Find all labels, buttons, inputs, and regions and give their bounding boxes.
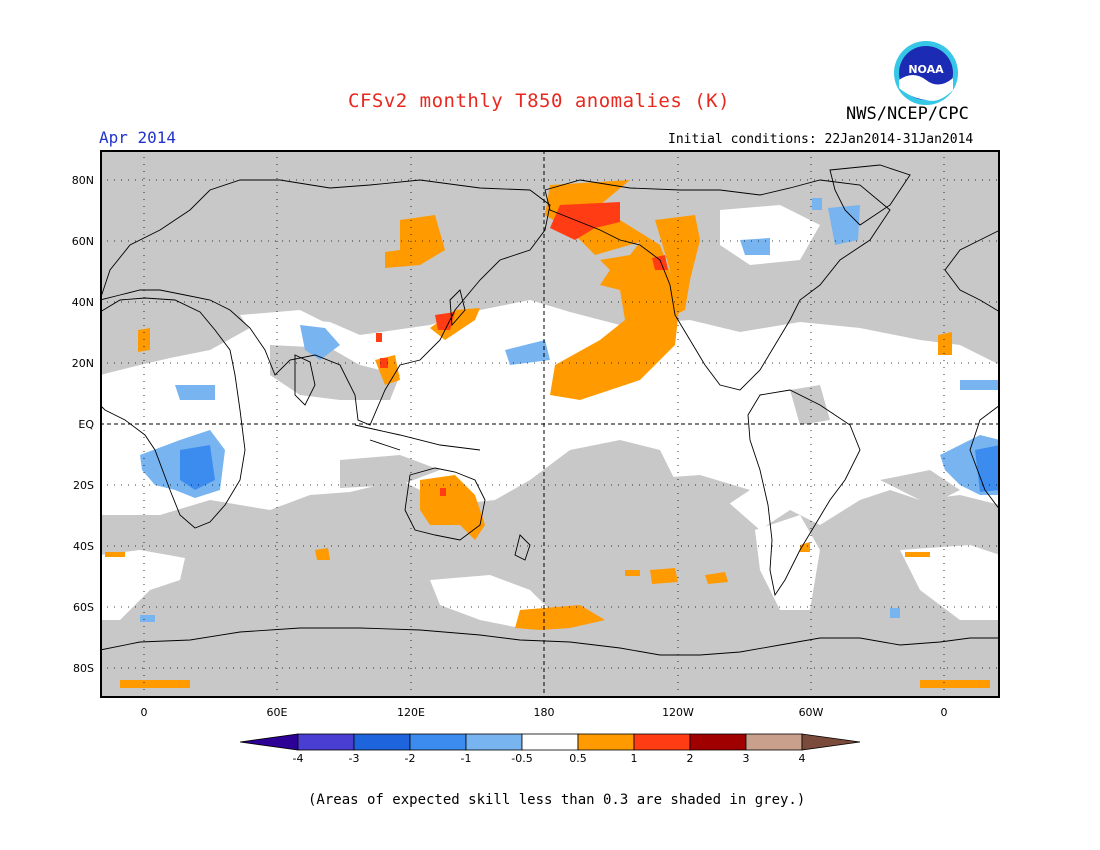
anomaly-bering-red <box>550 202 620 240</box>
coastline-south-america <box>747 389 861 597</box>
colorbar-label-neg2: -2 <box>404 752 416 765</box>
colorbar-segment-4 <box>465 733 523 751</box>
colorbar-segment-8 <box>689 733 747 751</box>
colorbar-segment-5 <box>521 733 579 751</box>
colorbar-segment-7 <box>633 733 691 751</box>
colorbar-label-neg05: -0.5 <box>511 752 533 765</box>
xtick-180: 180 <box>533 706 555 719</box>
xtick-60e: 60E <box>266 706 288 719</box>
ytick-60s: 60S <box>73 601 94 614</box>
xtick-0-right: 0 <box>940 706 948 719</box>
colorbar-segment-2 <box>353 733 411 751</box>
colorbar-segment-6 <box>577 733 635 751</box>
coastline-africa <box>100 297 246 529</box>
xtick-0-left: 0 <box>140 706 148 719</box>
colorbar-label-pos3: 3 <box>742 752 750 765</box>
ytick-20n: 20N <box>71 357 94 370</box>
colorbar-label-pos1: 1 <box>630 752 638 765</box>
xtick-120w: 120W <box>662 706 694 719</box>
colorbar-segment-10 <box>801 733 861 751</box>
ytick-60n: 60N <box>71 235 94 248</box>
coastline-north-america <box>544 179 891 391</box>
colorbar-label-pos4: 4 <box>798 752 806 765</box>
colorbar-label-neg4: -4 <box>292 752 304 765</box>
colorbar-label-neg1: -1 <box>460 752 472 765</box>
colorbar-label-pos05: 0.5 <box>569 752 587 765</box>
colorbar-segment-9 <box>745 733 803 751</box>
anomaly-map <box>100 150 1000 698</box>
ytick-80n: 80N <box>71 174 94 187</box>
ytick-40n: 40N <box>71 296 94 309</box>
ytick-80s: 80S <box>73 662 94 675</box>
xtick-60w: 60W <box>798 706 824 719</box>
colorbar-segment-1 <box>297 733 355 751</box>
skill-footnote: (Areas of expected skill less than 0.3 a… <box>308 792 806 808</box>
xtick-120e: 120E <box>397 706 425 719</box>
ytick-40s: 40S <box>73 540 94 553</box>
colorbar-label-pos2: 2 <box>686 752 694 765</box>
coastline-antarctica <box>100 627 1000 656</box>
colorbar <box>240 733 861 751</box>
coastline-australia <box>404 467 486 541</box>
ytick-eq: EQ <box>78 418 94 431</box>
valid-month-label: Apr 2014 <box>99 128 177 147</box>
colorbar-segment-3 <box>409 733 467 751</box>
ytick-20s: 20S <box>73 479 94 492</box>
noaa-logo-icon: NOAA <box>894 41 958 105</box>
initial-conditions-label: Initial conditions: 22Jan2014-31Jan2014 <box>668 132 974 147</box>
agency-label: NWS/NCEP/CPC <box>846 104 969 124</box>
noaa-logo-text: NOAA <box>908 63 944 76</box>
chart-title: CFSv2 monthly T850 anomalies (K) <box>348 90 731 112</box>
colorbar-label-neg3: -3 <box>348 752 360 765</box>
colorbar-segment-0 <box>240 733 299 751</box>
coastline-eurasia <box>100 179 551 426</box>
